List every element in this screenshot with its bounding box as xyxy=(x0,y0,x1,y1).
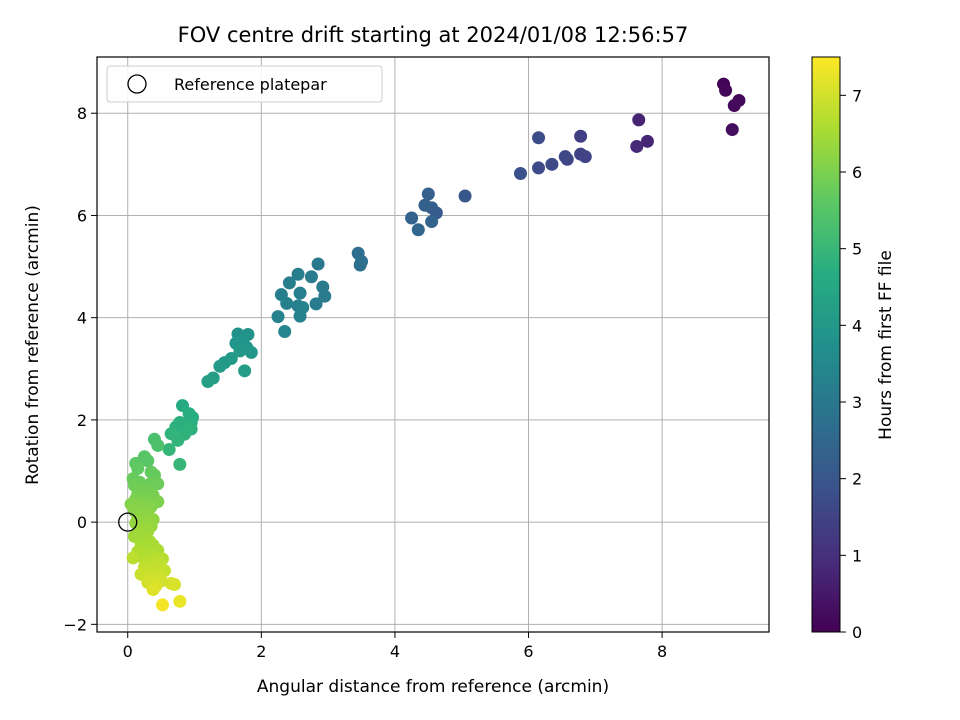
x-tick-label: 0 xyxy=(123,642,133,661)
data-point xyxy=(173,457,187,471)
data-point xyxy=(271,310,285,324)
data-point xyxy=(173,594,187,608)
data-point xyxy=(545,157,559,171)
data-point xyxy=(171,433,185,447)
data-point xyxy=(418,198,432,212)
data-point xyxy=(558,150,572,164)
data-point xyxy=(458,189,472,203)
colorbar-tick-label: 4 xyxy=(852,316,862,335)
y-axis-label: Rotation from reference (arcmin) xyxy=(23,205,43,485)
colorbar-gradient xyxy=(812,57,840,632)
data-point xyxy=(141,454,155,468)
colorbar-label: Hours from first FF file xyxy=(876,250,896,440)
colorbar-tick-label: 5 xyxy=(852,240,862,259)
data-point xyxy=(421,187,435,201)
data-point xyxy=(411,223,425,237)
reference-marker xyxy=(118,512,138,532)
x-axis-label: Angular distance from reference (arcmin) xyxy=(257,677,609,697)
data-point xyxy=(725,123,739,137)
x-tick-label: 6 xyxy=(523,642,533,661)
colorbar-tick-label: 3 xyxy=(852,393,862,412)
data-point xyxy=(719,83,733,97)
data-point xyxy=(293,309,307,323)
y-tick-label: 0 xyxy=(77,513,87,532)
legend: Reference platepar xyxy=(106,65,383,103)
data-point xyxy=(293,286,307,300)
data-point xyxy=(162,443,176,457)
data-point xyxy=(311,257,325,271)
colorbar-tick-label: 7 xyxy=(852,86,862,105)
x-tick-label: 2 xyxy=(256,642,266,661)
data-point xyxy=(155,598,169,612)
colorbar: 0 1 2 3 4 5 6 7 Hours from first FF file xyxy=(811,56,896,642)
y-axis-ticks: −2 0 2 4 6 8 xyxy=(63,104,97,634)
data-point xyxy=(532,161,546,175)
data-point xyxy=(126,551,140,565)
legend-label: Reference platepar xyxy=(174,75,327,94)
data-point xyxy=(304,270,318,284)
data-point xyxy=(578,150,592,164)
data-point xyxy=(640,134,654,148)
legend-box xyxy=(106,65,383,103)
data-point xyxy=(630,139,644,153)
x-axis-ticks: 0 2 4 6 8 xyxy=(123,632,667,661)
data-point xyxy=(727,99,741,113)
legend-marker xyxy=(127,74,147,94)
data-point xyxy=(233,344,247,358)
plot-frame xyxy=(96,56,770,633)
reference-marker-group xyxy=(118,512,138,532)
data-point xyxy=(151,438,165,452)
colorbar-tick-label: 1 xyxy=(852,546,862,565)
data-point xyxy=(280,296,294,310)
y-tick-label: −2 xyxy=(63,615,87,634)
data-point xyxy=(309,297,323,311)
colorbar-tick-label: 6 xyxy=(852,163,862,182)
data-point xyxy=(405,211,419,225)
x-tick-label: 8 xyxy=(657,642,667,661)
data-point xyxy=(146,583,160,597)
data-point xyxy=(238,364,252,378)
data-point xyxy=(514,167,528,181)
data-point xyxy=(244,345,258,359)
data-point xyxy=(632,113,646,127)
colorbar-frame xyxy=(811,56,841,633)
data-point xyxy=(318,289,332,303)
data-point xyxy=(291,267,305,281)
data-point xyxy=(574,129,588,143)
data-point xyxy=(201,375,215,389)
data-point xyxy=(213,359,227,373)
data-point xyxy=(282,276,296,290)
colorbar-tick-label: 2 xyxy=(852,470,862,489)
data-point xyxy=(278,324,292,338)
data-point xyxy=(167,577,181,591)
chart-title: FOV centre drift starting at 2024/01/08 … xyxy=(178,23,689,47)
data-point xyxy=(151,477,165,491)
x-tick-label: 4 xyxy=(390,642,400,661)
data-points xyxy=(124,77,746,612)
colorbar-tick-label: 0 xyxy=(852,623,862,642)
y-tick-label: 8 xyxy=(77,104,87,123)
data-point xyxy=(131,461,145,475)
data-point xyxy=(532,131,546,145)
y-tick-label: 4 xyxy=(77,309,87,328)
y-tick-label: 6 xyxy=(77,206,87,225)
colorbar-ticks: 0 1 2 3 4 5 6 7 xyxy=(840,86,862,642)
data-point xyxy=(425,215,439,229)
data-point xyxy=(353,258,367,272)
y-tick-label: 2 xyxy=(77,411,87,430)
grid xyxy=(97,57,769,632)
